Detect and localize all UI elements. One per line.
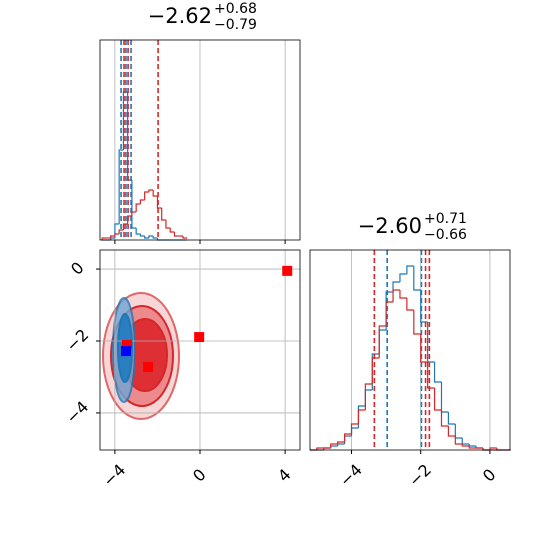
hist-step [144, 236, 149, 239]
point [122, 339, 133, 350]
axes-frame [309, 249, 511, 451]
hist-step [139, 199, 145, 204]
hist-step [371, 357, 380, 384]
hist-step [413, 266, 421, 291]
y-tick-label: −4 [62, 397, 92, 427]
hist-step [433, 362, 442, 383]
panel: −2.62 +0.68−0.79 [99, 1, 301, 244]
point [282, 265, 293, 276]
hist-step [364, 383, 373, 410]
hist-step [114, 223, 120, 238]
hist-step [344, 433, 352, 442]
hist-step [139, 234, 145, 237]
hist-step [406, 298, 414, 311]
hist-step [454, 424, 463, 439]
x-tick-label: −2 [405, 460, 435, 490]
title-minus: −0.66 [424, 227, 467, 243]
hist-step [461, 438, 470, 445]
point [194, 332, 205, 343]
hist-step [101, 237, 107, 240]
hist-step [447, 412, 456, 425]
hist-step [152, 236, 158, 239]
hist-step [118, 229, 124, 234]
hist-step [399, 290, 407, 299]
hist-step [330, 443, 338, 448]
hist-step [131, 180, 137, 229]
x-tick-label: 0 [189, 465, 210, 486]
hist-step [413, 310, 421, 335]
hist-step [406, 265, 414, 274]
hist-step [169, 228, 175, 233]
hist-step [148, 235, 154, 238]
hist-step [357, 405, 366, 428]
hist-step [110, 235, 115, 238]
y-tick-label: −2 [62, 325, 92, 355]
hist-step [350, 423, 359, 434]
hist-step [371, 353, 380, 390]
axes-frame [99, 39, 301, 241]
x-tick-label: 4 [274, 465, 295, 486]
y-tick-label: 0 [67, 258, 88, 279]
contours [102, 292, 180, 420]
hist-step [350, 427, 359, 436]
hist-step [440, 410, 449, 427]
hist-step [385, 301, 394, 326]
hist-step [378, 329, 387, 354]
hist-step [489, 447, 497, 450]
title-plus: +0.68 [214, 1, 257, 17]
hist-step [357, 409, 366, 424]
point [143, 361, 154, 372]
title-median: −2.60 [358, 214, 422, 238]
x-tick-label: −4 [99, 460, 129, 490]
axes-frame [99, 249, 301, 451]
hist-step [399, 273, 407, 282]
hist-step [447, 426, 456, 437]
point [120, 346, 131, 357]
title-minus: −0.79 [214, 17, 257, 33]
hist-step [135, 228, 141, 235]
hist-step [392, 281, 400, 292]
hist-step [378, 325, 387, 358]
hist-step [427, 362, 435, 389]
hist-step [316, 447, 324, 450]
hist-step [165, 220, 171, 229]
hist-step [135, 203, 141, 212]
x-tick-label: −4 [336, 460, 366, 490]
hist-step [182, 236, 188, 239]
hist-step [454, 436, 463, 445]
hist-step [392, 289, 400, 302]
panel: −4 −2 0 −2.60 +0.71−0.66 [309, 211, 511, 490]
hist-step [148, 189, 154, 192]
panel: −4 0 4 −4 −2 0 [62, 249, 301, 490]
hist-step [161, 208, 166, 221]
x-tick-label: 0 [479, 465, 500, 486]
hist-step [344, 435, 352, 444]
hist-step [144, 191, 149, 200]
hist-step [337, 443, 345, 446]
hist-step [364, 389, 373, 406]
title-median: −2.62 [148, 4, 212, 28]
title-plus: +0.71 [424, 211, 467, 227]
hist-step [468, 444, 477, 447]
hist-step [337, 441, 345, 444]
hist-step [330, 445, 338, 448]
hist-step [433, 388, 442, 411]
hist-step [152, 190, 158, 197]
hist-step [440, 382, 449, 413]
hist-step [114, 233, 120, 236]
hist-step [461, 444, 470, 447]
hist-step [118, 149, 124, 224]
hist-step [173, 232, 179, 237]
hist-step [131, 211, 137, 216]
hist-step [468, 446, 477, 449]
